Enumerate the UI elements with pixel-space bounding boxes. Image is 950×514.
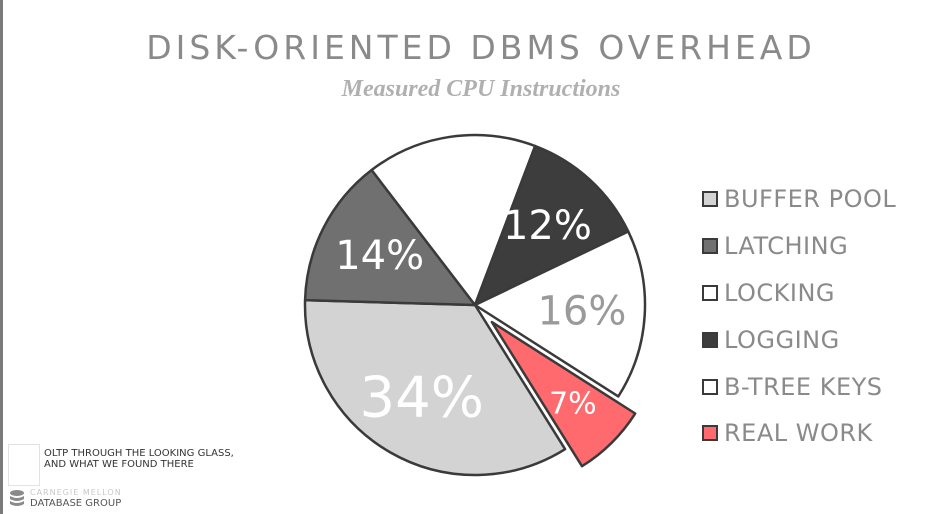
legend-item-b-tree-keys: B-TREE KEYS [702, 363, 896, 410]
legend-label-latching: LATCHING [724, 232, 849, 261]
legend-label-buffer-pool: BUFFER POOL [724, 185, 897, 214]
chart-subtitle: Measured CPU Instructions [341, 76, 621, 102]
pie-label-latching: 14% [335, 233, 424, 279]
pie-slice-latching [303, 168, 477, 307]
legend-item-logging: LOGGING [702, 316, 896, 363]
legend-swatch-buffer-pool [702, 191, 718, 208]
pie-label-buffer-pool: 34% [360, 365, 484, 430]
legend-label-locking: LOCKING [724, 278, 836, 307]
legend-swatch-logging [702, 331, 718, 348]
legend-swatch-locking [702, 284, 718, 301]
logo-org-name: CARNEGIE MELLON [30, 488, 122, 497]
legend-label-b-tree-keys: B-TREE KEYS [724, 372, 883, 401]
slide-left-border [0, 0, 3, 514]
chart-title: DISK-ORIENTED DBMS OVERHEAD [146, 28, 816, 67]
legend-item-buffer-pool: BUFFER POOL [702, 176, 896, 223]
legend-swatch-latching [702, 238, 718, 255]
footer-line-2: AND WHAT WE FOUND THERE [44, 459, 194, 470]
chart-legend: BUFFER POOL LATCHING LOCKING LOGGING B-TREE … [702, 176, 896, 457]
footer-box [8, 444, 40, 486]
pie-slice-logging [473, 144, 630, 307]
footer-paper-title: OLTP THROUGH THE LOOKING GLASS, AND WHAT… [44, 448, 234, 470]
legend-label-real-work: REAL WORK [724, 419, 873, 448]
database-stack-icon [10, 490, 24, 506]
pie-slice-locking [370, 133, 537, 307]
legend-swatch-real-work [702, 425, 718, 442]
pie-label-real-work: 7% [549, 386, 597, 421]
legend-swatch-b-tree-keys [702, 378, 718, 395]
legend-label-logging: LOGGING [724, 325, 840, 354]
pie-label-b-tree-keys: 16% [537, 288, 626, 334]
pie-slice-b-tree-keys [473, 230, 647, 398]
pie-label-logging: 12% [503, 203, 592, 249]
footer-line-1: OLTP THROUGH THE LOOKING GLASS, [44, 448, 234, 459]
legend-item-real-work: REAL WORK [702, 410, 896, 457]
logo-group-name: DATABASE GROUP [30, 498, 122, 509]
legend-item-locking: LOCKING [702, 270, 896, 317]
pie-slice-buffer-pool [303, 298, 567, 477]
pie-slice-real-work [490, 320, 637, 468]
legend-item-latching: LATCHING [702, 223, 896, 270]
